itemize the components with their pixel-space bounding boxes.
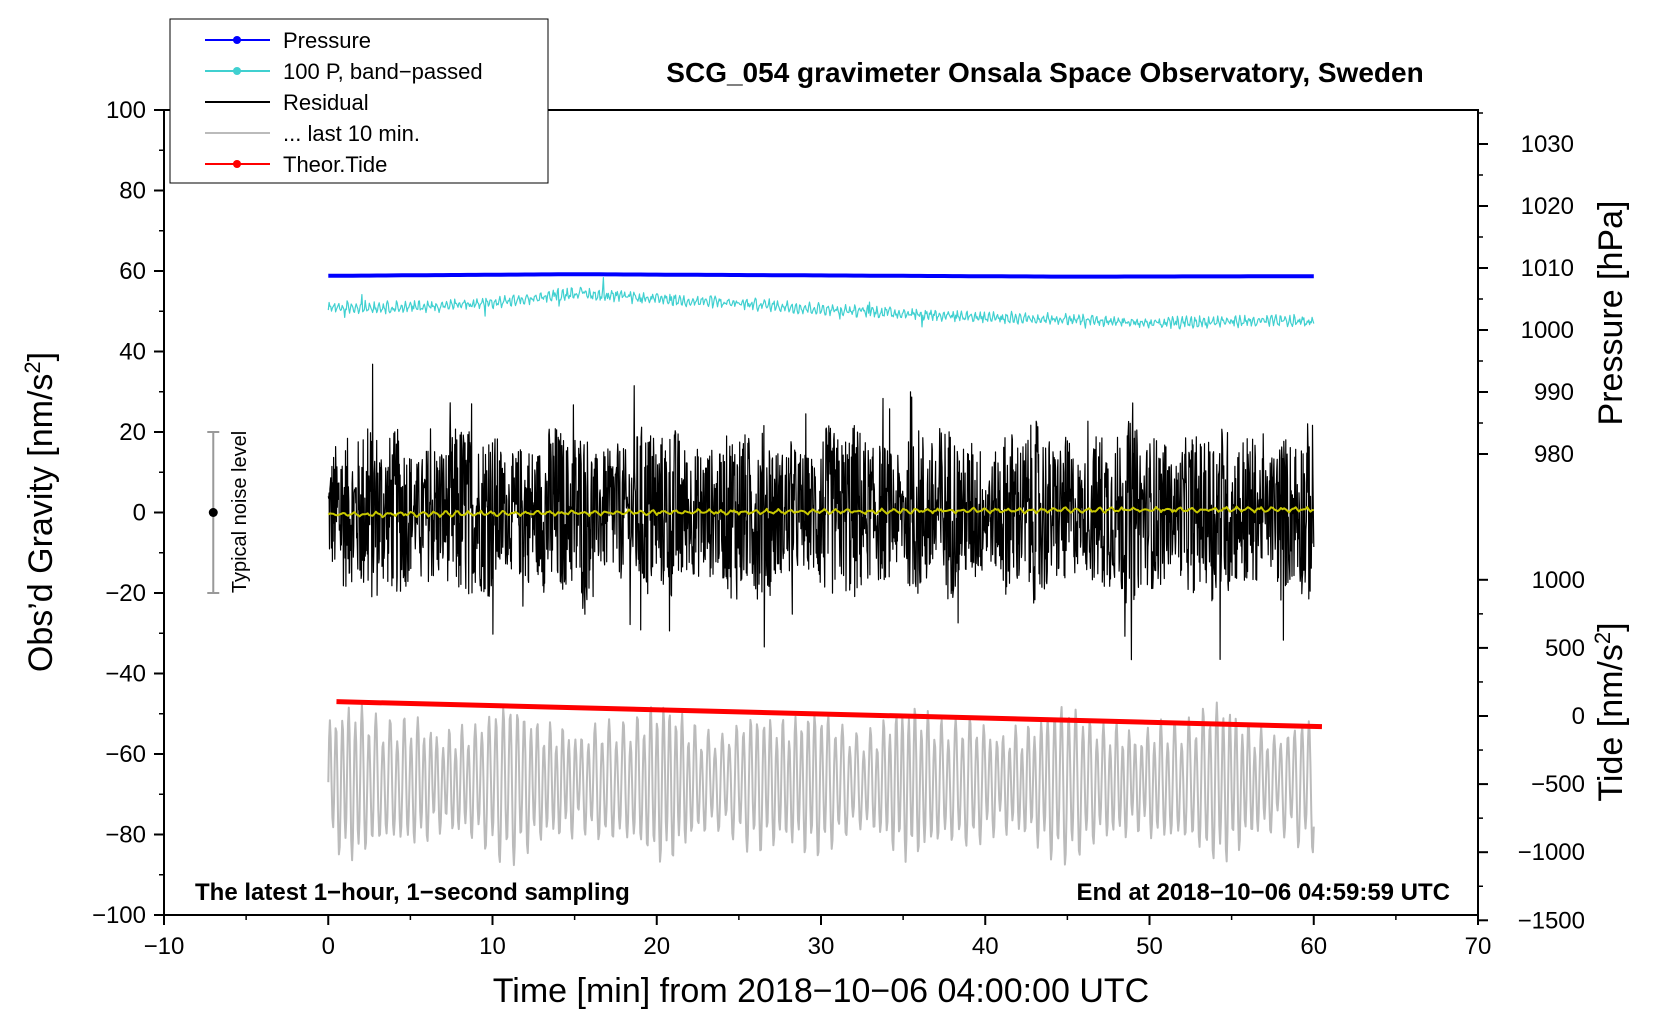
y-tick-label: −60 bbox=[105, 741, 146, 768]
ticks-layer: −10 0 10 20 30 40 50 60 70100806040200−20−40−60−… bbox=[92, 97, 1585, 960]
series-residual bbox=[327, 363, 1315, 661]
x-tick-label: 10 bbox=[479, 933, 506, 960]
y-tick-label: −40 bbox=[105, 661, 146, 688]
pressure-tick-label: 990 bbox=[1534, 379, 1574, 406]
pressure-tick-label: 980 bbox=[1534, 441, 1574, 468]
x-tick-label: 20 bbox=[643, 933, 670, 960]
legend-label: ... last 10 min. bbox=[283, 121, 420, 146]
pressure-tick-label: 1020 bbox=[1521, 193, 1574, 220]
tide-tick-label: −1500 bbox=[1518, 907, 1585, 934]
series-pressure bbox=[328, 272, 1314, 279]
x-axis-title: Time [min] from 2018−10−06 04:00:00 UTC bbox=[493, 972, 1149, 1010]
series-100-p-band-passed bbox=[327, 277, 1315, 330]
series-theor-tide bbox=[336, 699, 1323, 730]
tide-tick-label: −1000 bbox=[1518, 839, 1585, 866]
y-tick-label: 40 bbox=[119, 339, 146, 366]
x-tick-label: 50 bbox=[1136, 933, 1163, 960]
legend-item-pressure: Pressure bbox=[205, 28, 371, 53]
y-tick-label: 20 bbox=[119, 419, 146, 446]
noise-bar: Typical noise level bbox=[207, 431, 251, 594]
legend-item-theor-tide: Theor.Tide bbox=[205, 152, 387, 177]
y-tick-label: −100 bbox=[92, 902, 146, 929]
y-tick-label: −80 bbox=[105, 822, 146, 849]
tide-tick-label: 1000 bbox=[1532, 567, 1585, 594]
tide-tick-label: 0 bbox=[1572, 703, 1585, 730]
y-tick-label: −20 bbox=[105, 580, 146, 607]
legend: Pressure 100 P, band−passed Residual ... la… bbox=[169, 18, 549, 184]
series-last-10-min bbox=[327, 701, 1315, 867]
x-tick-label: 70 bbox=[1465, 933, 1492, 960]
legend-marker bbox=[233, 160, 241, 168]
legend-marker bbox=[233, 67, 241, 75]
legend-marker bbox=[233, 36, 241, 44]
pressure-tick-label: 1010 bbox=[1521, 255, 1574, 282]
legend-item-residual: Residual bbox=[205, 90, 369, 115]
legend-label: Pressure bbox=[283, 28, 371, 53]
pressure-tick-label: 1030 bbox=[1521, 131, 1574, 158]
legend-label: Residual bbox=[283, 90, 369, 115]
annotation-left: The latest 1−hour, 1−second sampling bbox=[195, 879, 630, 906]
noise-bar-label: Typical noise level bbox=[229, 431, 251, 593]
legend-label: Theor.Tide bbox=[283, 152, 387, 177]
y-tick-label: 60 bbox=[119, 258, 146, 285]
x-tick-label: 30 bbox=[808, 933, 835, 960]
legend-items: Pressure 100 P, band−passed Residual ... la… bbox=[205, 28, 483, 177]
legend-item-100-p-band-passed: 100 P, band−passed bbox=[205, 59, 483, 84]
x-tick-label: 40 bbox=[972, 933, 999, 960]
y-axis-title-pressure: Pressure [hPa] bbox=[1592, 201, 1630, 426]
y-tick-label: 100 bbox=[106, 97, 146, 124]
series-layer bbox=[327, 272, 1323, 867]
series-residual-smoothed bbox=[327, 505, 1314, 519]
x-tick-label: −10 bbox=[144, 933, 185, 960]
legend-item-last-10-min: ... last 10 min. bbox=[205, 121, 420, 146]
pressure-tick-label: 1000 bbox=[1521, 317, 1574, 344]
tide-tick-label: −500 bbox=[1531, 771, 1585, 798]
y-axis-title-tide: Tide [nm/s2] bbox=[1590, 622, 1630, 801]
y-tick-label: 0 bbox=[133, 500, 146, 527]
annotation-right: End at 2018−10−06 04:59:59 UTC bbox=[1076, 879, 1450, 906]
legend-label: 100 P, band−passed bbox=[283, 59, 483, 84]
noise-bar-dot bbox=[208, 508, 218, 517]
y-tick-label: 80 bbox=[119, 178, 146, 205]
x-tick-label: 0 bbox=[322, 933, 335, 960]
y-axis-title-left: Obs’d Gravity [nm/s2] bbox=[20, 352, 60, 672]
x-tick-label: 60 bbox=[1300, 933, 1327, 960]
chart-title: SCG_054 gravimeter Onsala Space Observat… bbox=[666, 57, 1423, 88]
tide-tick-label: 500 bbox=[1545, 635, 1585, 662]
